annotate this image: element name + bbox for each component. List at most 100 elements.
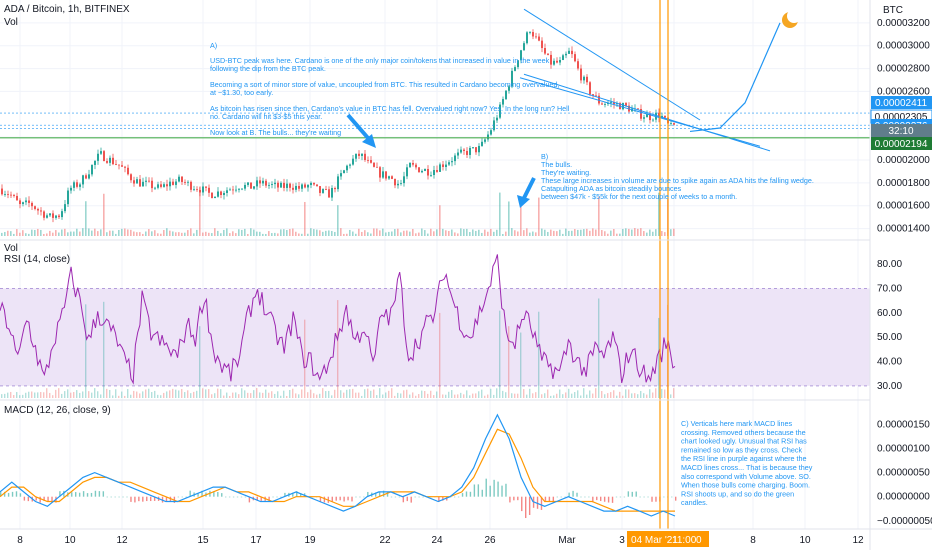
annotation-b[interactable]: B)The bulls.They're waiting.These large … [541, 152, 814, 201]
volume-bar [97, 231, 99, 236]
candle-body [334, 188, 336, 190]
candle-body [466, 150, 468, 155]
volume-bar [370, 233, 372, 236]
candle-body [586, 76, 588, 83]
candle-body [379, 167, 381, 178]
volume-bar-rsi [145, 389, 147, 398]
candle-body [403, 176, 405, 184]
candle-body [433, 170, 435, 176]
volume-bar [547, 231, 549, 236]
volume-bar-rsi [355, 392, 357, 398]
candle-body [181, 176, 183, 182]
volume-bar [136, 232, 138, 236]
candle-body [574, 54, 576, 62]
rsi-axis[interactable]: 80.00 70.00 60.00 50.00 40.00 30.00 [877, 259, 902, 392]
candle-body [64, 204, 66, 212]
macd-histogram-bar [296, 491, 298, 497]
volume-bar-rsi [427, 393, 429, 398]
candle-body [55, 215, 57, 218]
trend-drawings[interactable] [0, 0, 870, 529]
candle-body [529, 32, 531, 33]
volume-bar [637, 228, 639, 236]
candle-body [163, 184, 165, 187]
volume-legend-lower: Vol [4, 243, 18, 254]
volume-bar-rsi [673, 388, 675, 398]
candle-body [103, 151, 105, 162]
volume-bar-rsi [364, 389, 366, 398]
volume-bar-rsi [307, 392, 309, 398]
volume-bar [121, 228, 123, 236]
macd-histogram-bar [300, 493, 302, 497]
macd-histogram-bar [548, 496, 551, 502]
macd-histogram-bar [260, 496, 262, 501]
volume-bar-rsi [469, 395, 471, 398]
candle-body [139, 179, 141, 187]
macd-histogram-bar [509, 496, 511, 503]
candle-body [364, 153, 366, 160]
volume-bar-rsi [187, 390, 189, 398]
volume-bar-rsi [223, 395, 225, 398]
macd-axis[interactable]: 0.00000150 0.00000100 0.00000050 0.00000000… [877, 419, 932, 526]
macd-histogram-bar [47, 496, 49, 502]
volume-bar-rsi [565, 392, 567, 398]
volume-bar-rsi [421, 390, 423, 398]
grid-lines [0, 0, 870, 529]
candle-body [127, 167, 129, 175]
volume-bar [250, 228, 252, 236]
candle-body [133, 180, 135, 184]
candle-body [304, 184, 306, 188]
volume-bar [301, 233, 303, 236]
candle-body [124, 166, 126, 168]
time-tick-label: Mar [558, 535, 576, 546]
macd-histogram-bar [236, 496, 239, 498]
candle-body [7, 194, 9, 195]
macd-histogram-bar [540, 496, 543, 510]
price-tick-label: 0.00001400 [877, 224, 930, 235]
candle-body [67, 190, 69, 205]
macd-histogram-bar [386, 492, 389, 497]
volume-bar-rsi [4, 393, 6, 398]
volume-bar [34, 229, 36, 236]
candle-body [274, 182, 276, 185]
candle-body [658, 112, 660, 118]
macd-histogram-bar [457, 496, 460, 498]
price-tick-label: 0.00001800 [877, 178, 930, 189]
macd-histogram-bar [528, 496, 531, 515]
candle-body [49, 213, 51, 216]
macd-histogram-bar [221, 493, 223, 497]
volume-legend-top: Vol [4, 17, 18, 28]
candle-body [454, 155, 456, 162]
volume-bar [343, 233, 345, 236]
annotation-a[interactable]: A) USD-BTC peak was here. Cardano is one … [210, 41, 570, 137]
annotation-line: following the dip from the BTC peak. [210, 64, 326, 73]
candle-body [412, 162, 414, 165]
volume-bar [256, 231, 258, 236]
volume-bar [229, 233, 231, 236]
volume-bar [190, 228, 192, 236]
volume-bar [154, 230, 156, 236]
volume-bar-rsi [124, 395, 126, 398]
volume-bar [652, 231, 654, 236]
macd-histogram-bar [102, 491, 105, 497]
candle-body [562, 55, 564, 61]
volume-bar [625, 228, 627, 236]
candle-body [331, 188, 333, 198]
time-axis[interactable]: 81012151719222426Mar5810123 [17, 535, 864, 546]
annotation-line: B) [541, 152, 548, 161]
annotation-line: MACD lines cross... That is because they [681, 463, 813, 472]
macd-histogram-bar [150, 496, 152, 502]
macd-histogram-bar [248, 496, 251, 503]
volume-bar-rsi [490, 388, 492, 398]
volume-bar [463, 229, 465, 236]
candle-body [94, 160, 96, 165]
macd-histogram-bar [584, 496, 586, 498]
macd-histogram-bar [568, 492, 570, 497]
macd-histogram-bar [394, 496, 397, 498]
annotation-c[interactable]: C) Verticals here mark MACD linescrossin… [681, 419, 813, 507]
volume-bar-rsi [49, 392, 51, 398]
candle-body [439, 164, 441, 172]
macd-histogram-bar [213, 491, 215, 497]
volume-bar-rsi [433, 395, 435, 398]
candle-body [589, 82, 591, 95]
